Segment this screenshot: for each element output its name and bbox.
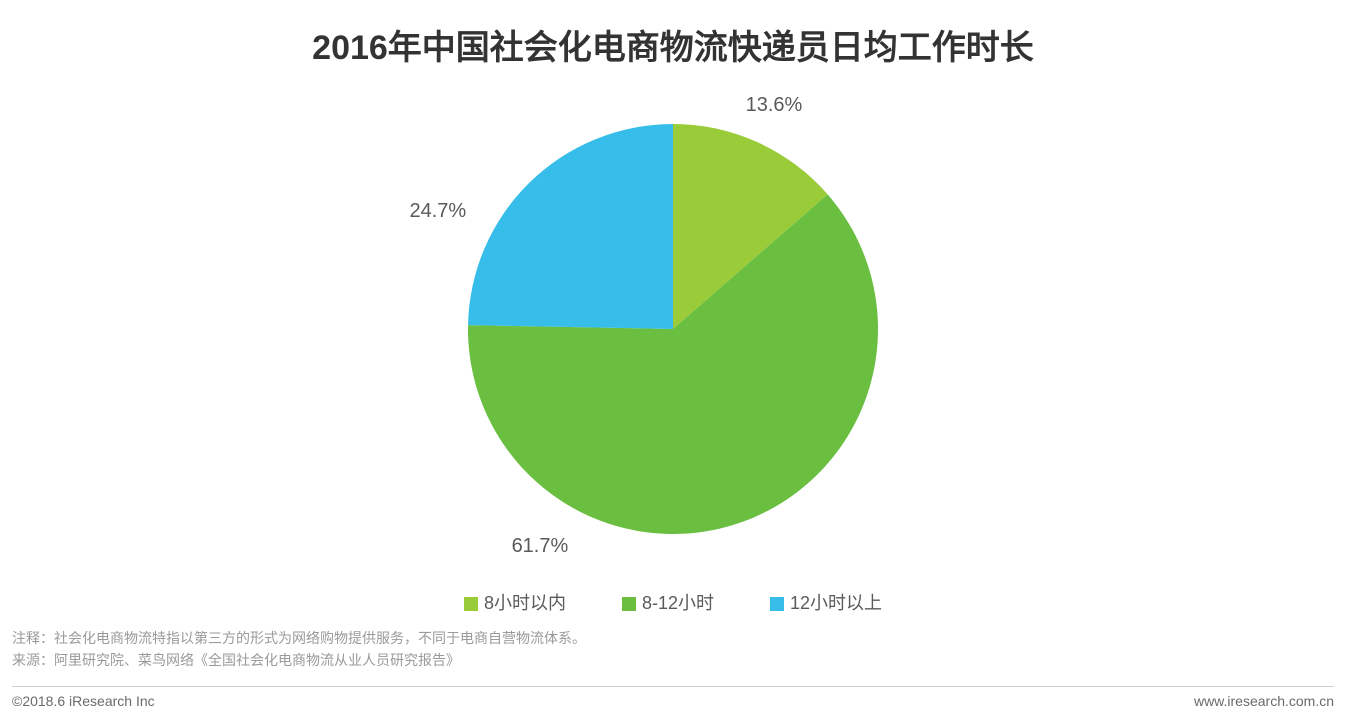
footer-copyright: ©2018.6 iResearch Inc <box>12 693 155 709</box>
legend-swatch-icon <box>622 597 636 611</box>
note-line-1: 注释：社会化电商物流特指以第三方的形式为网络购物提供服务，不同于电商自营物流体系… <box>12 627 1334 649</box>
footer-url: www.iresearch.com.cn <box>1194 693 1334 709</box>
pie-slice-2 <box>468 124 673 329</box>
chart-legend: 8小时以内 8-12小时 12小时以上 <box>0 589 1346 615</box>
slice-label-1: 61.7% <box>512 535 569 558</box>
pie-chart-svg <box>453 109 893 549</box>
legend-label: 8小时以内 <box>484 593 566 613</box>
legend-item-1: 8-12小时 <box>622 589 714 615</box>
slice-label-0: 13.6% <box>746 94 803 117</box>
chart-footer: ©2018.6 iResearch Inc www.iresearch.com.… <box>12 686 1334 709</box>
chart-notes: 注释：社会化电商物流特指以第三方的形式为网络购物提供服务，不同于电商自营物流体系… <box>0 615 1346 672</box>
legend-swatch-icon <box>770 597 784 611</box>
pie-chart-area: 13.6% 61.7% 24.7% <box>0 69 1346 589</box>
slice-label-2: 24.7% <box>409 200 466 223</box>
legend-item-2: 12小时以上 <box>770 589 882 615</box>
legend-item-0: 8小时以内 <box>464 589 566 615</box>
chart-title: 2016年中国社会化电商物流快递员日均工作时长 <box>0 0 1346 69</box>
legend-label: 8-12小时 <box>642 593 714 613</box>
legend-label: 12小时以上 <box>790 593 882 613</box>
note-line-2: 来源：阿里研究院、菜鸟网络《全国社会化电商物流从业人员研究报告》 <box>12 649 1334 671</box>
legend-swatch-icon <box>464 597 478 611</box>
